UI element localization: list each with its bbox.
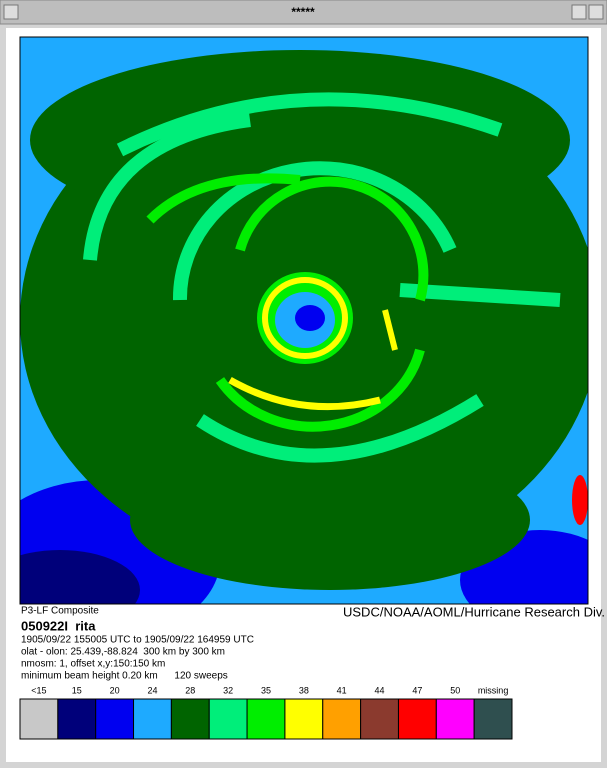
info-line: nmosm: 1, offset x,y:150:150 km bbox=[21, 659, 165, 670]
legend-label: <15 bbox=[31, 685, 46, 695]
legend-swatch bbox=[473, 698, 513, 740]
info-line: 1905/09/22 155005 UTC to 1905/09/22 1649… bbox=[21, 635, 254, 646]
legend-label: 44 bbox=[375, 685, 385, 695]
legend-label: 24 bbox=[147, 685, 157, 695]
legend-label: 41 bbox=[337, 685, 347, 695]
info-line: olat - olon: 25.439,-88.824 300 km by 30… bbox=[21, 647, 225, 658]
legend-swatch bbox=[246, 698, 286, 740]
legend-swatch bbox=[133, 698, 172, 740]
legend-swatch bbox=[284, 698, 324, 740]
legend-swatch bbox=[170, 698, 210, 740]
legend-swatch bbox=[208, 698, 248, 740]
window-menu-button[interactable] bbox=[3, 4, 19, 20]
title-bar bbox=[0, 0, 607, 25]
legend-label: 35 bbox=[261, 685, 271, 695]
radar-border bbox=[19, 36, 589, 605]
legend-label: 38 bbox=[299, 685, 309, 695]
legend-label: 32 bbox=[223, 685, 233, 695]
legend-swatch bbox=[397, 698, 437, 740]
legend-swatch bbox=[360, 698, 399, 740]
right-caption: USDC/NOAA/AOML/Hurricane Research Div. bbox=[343, 604, 605, 619]
left-caption: P3-LF Composite bbox=[21, 606, 99, 617]
product-id: 050922I rita bbox=[21, 618, 96, 633]
legend-label: 15 bbox=[72, 685, 82, 695]
legend: <15 15 20 24 28 32 35 38 41 44 47 50 missing bbox=[19, 685, 513, 740]
window-title: ***** bbox=[291, 5, 315, 19]
info-line: minimum beam height 0.20 km 120 sweeps bbox=[21, 671, 228, 682]
legend-label: 50 bbox=[450, 685, 460, 695]
legend-swatch bbox=[57, 698, 97, 740]
legend-swatch bbox=[19, 698, 59, 740]
legend-swatch bbox=[322, 698, 362, 740]
info-lines: 1905/09/22 155005 UTC to 1905/09/22 1649… bbox=[21, 635, 254, 682]
legend-label: 28 bbox=[185, 685, 195, 695]
legend-swatch bbox=[95, 698, 135, 740]
legend-label: missing bbox=[478, 685, 509, 695]
legend-label: 47 bbox=[412, 685, 422, 695]
minimize-button[interactable] bbox=[571, 4, 587, 20]
legend-label: 20 bbox=[110, 685, 120, 695]
maximize-button[interactable] bbox=[588, 4, 604, 20]
radar-image bbox=[20, 37, 588, 604]
legend-swatch bbox=[435, 698, 475, 740]
